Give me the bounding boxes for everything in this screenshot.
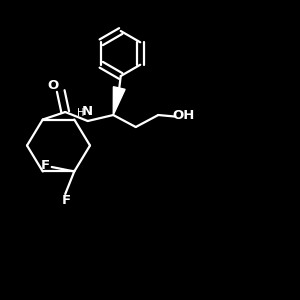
Text: N: N — [82, 105, 93, 118]
Text: F: F — [40, 159, 50, 172]
Text: O: O — [48, 79, 59, 92]
Polygon shape — [113, 87, 125, 115]
Text: F: F — [61, 194, 71, 207]
Text: H: H — [77, 108, 85, 118]
Text: OH: OH — [172, 109, 195, 122]
